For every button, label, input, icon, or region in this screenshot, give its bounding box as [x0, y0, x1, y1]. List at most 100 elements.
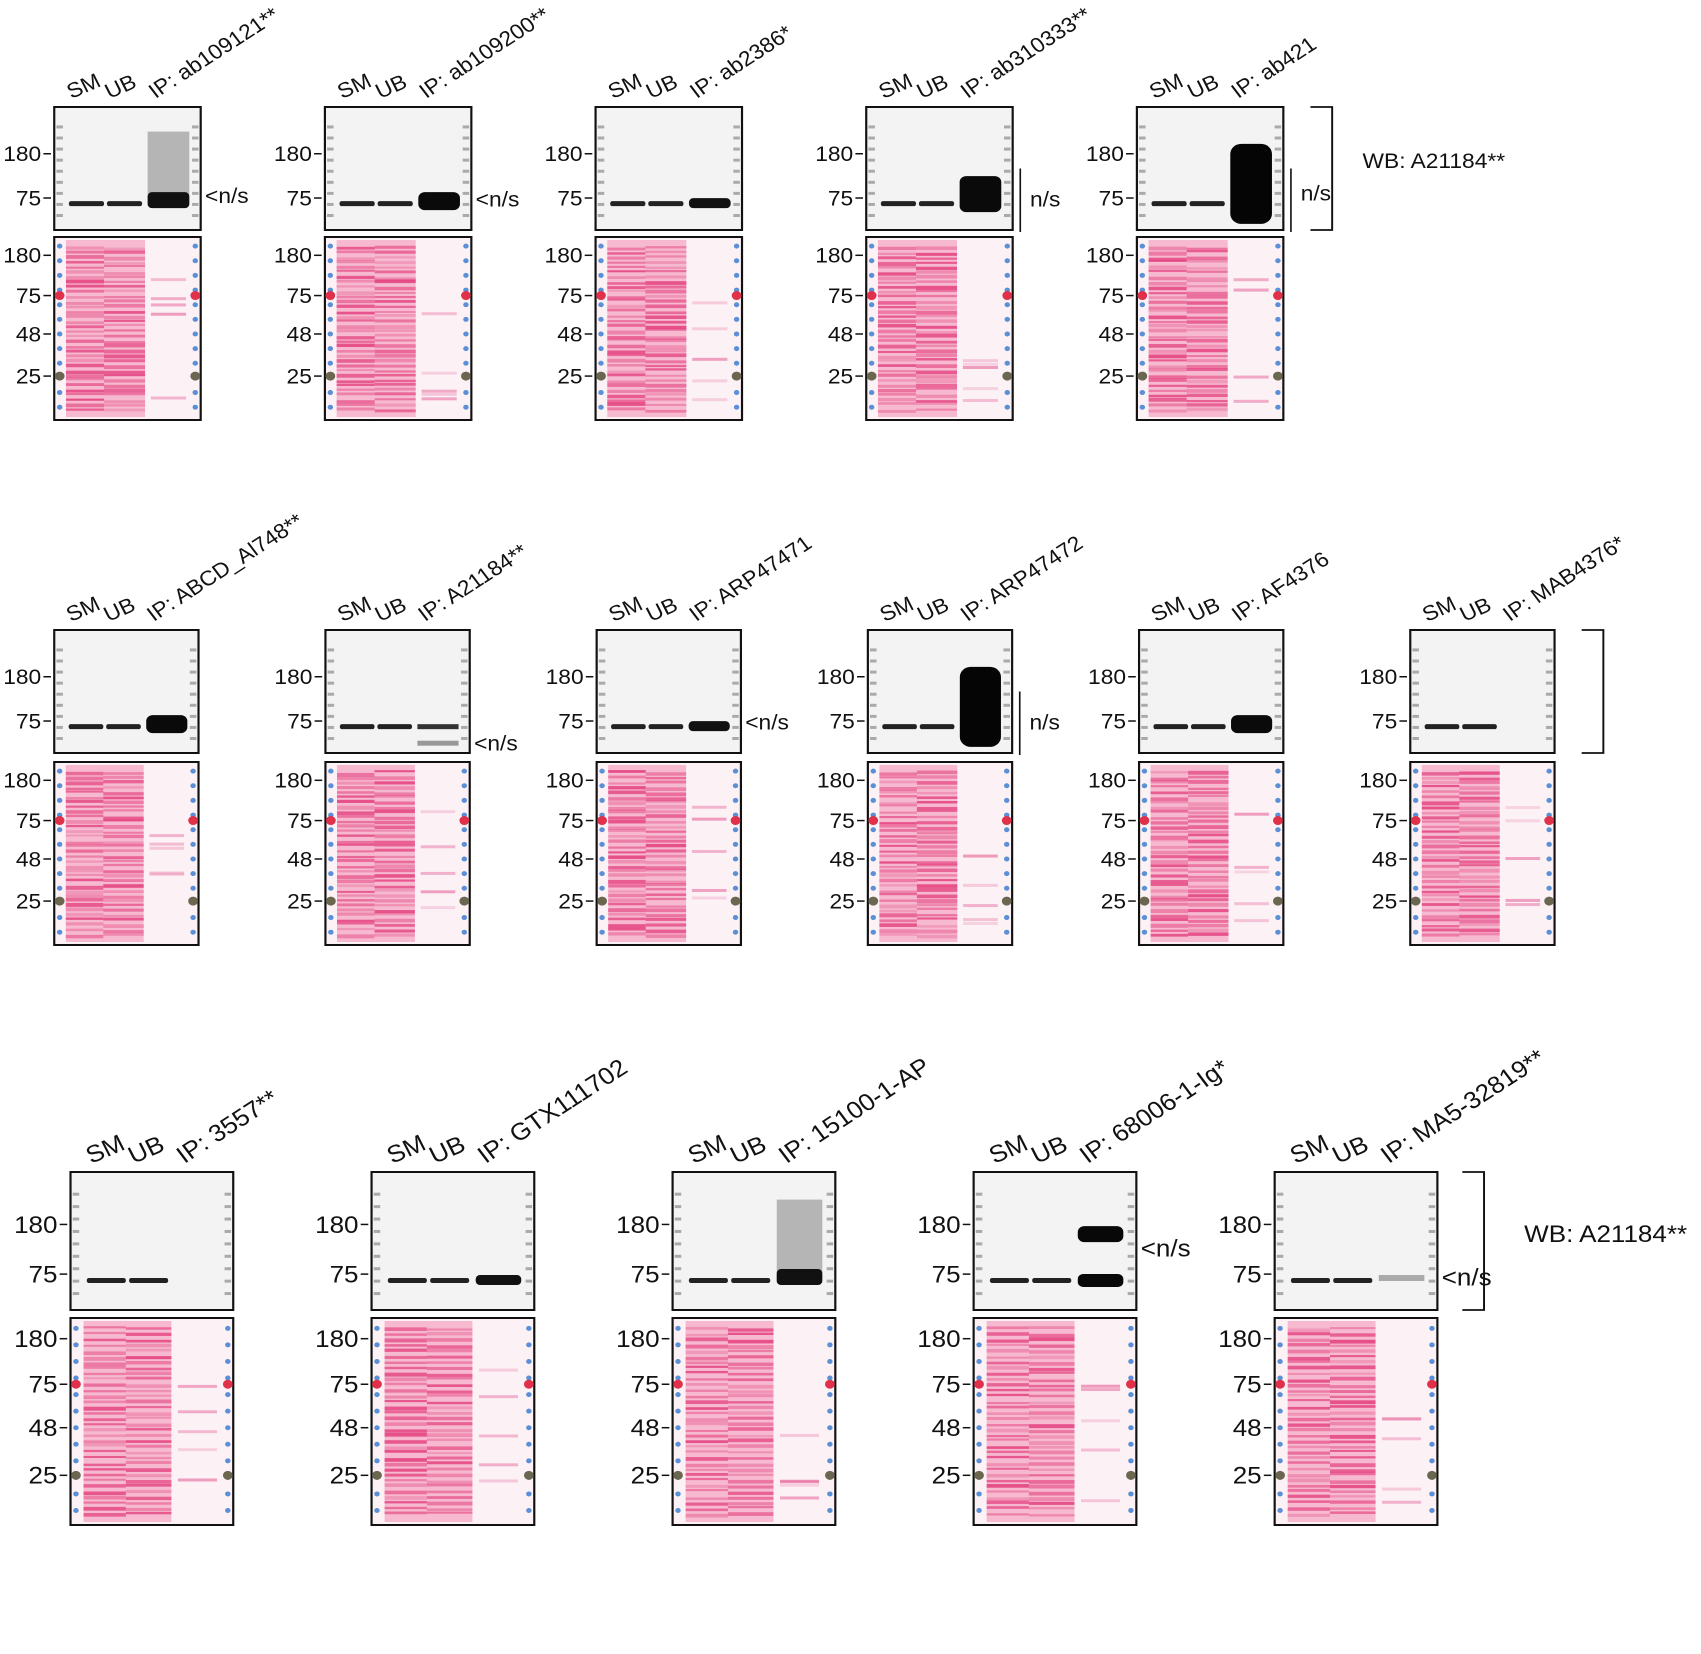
ponceau-band [1233, 278, 1269, 282]
ponceau-band [374, 816, 415, 820]
ladder-dot [526, 1441, 532, 1447]
ponceau-band [1329, 1421, 1376, 1426]
ladder-dot [192, 243, 198, 249]
ponceau-band [65, 334, 107, 337]
wb-band [377, 724, 413, 730]
ladder-band [1274, 180, 1282, 184]
ponceau-band [83, 1383, 130, 1387]
ponceau-band [83, 1338, 130, 1342]
ponceau-band [685, 1502, 732, 1506]
ladder-band [224, 1192, 232, 1196]
ponceau-band [879, 824, 920, 828]
ladder-dot [463, 302, 469, 308]
ladder-dot [374, 1325, 380, 1331]
ponceau-band [1421, 816, 1463, 820]
ladder-dot [190, 827, 196, 833]
ladder-band [192, 191, 199, 195]
ponceau-band [1148, 276, 1190, 281]
ponceau-band [916, 379, 958, 384]
ladder-dot [1139, 346, 1146, 352]
ponceau-band [336, 786, 378, 790]
ponceau-band [1148, 344, 1190, 348]
ponceau-band [607, 344, 649, 349]
ponceau-band [1329, 1365, 1376, 1370]
mw-marker: 48 [287, 847, 312, 871]
ponceau-band [916, 796, 958, 799]
ponceau-band [1148, 300, 1190, 304]
ladder-dot [1004, 272, 1010, 278]
ponceau-band [607, 276, 649, 279]
ponceau-band [336, 340, 378, 343]
ladder-band [1004, 191, 1011, 195]
ladder-dot [374, 1358, 380, 1364]
ponceau-band [1028, 1416, 1075, 1420]
ladder-dot [733, 360, 740, 366]
ponceau-band [727, 1438, 774, 1443]
ladder-dot [976, 1392, 982, 1398]
ladder-dot [327, 360, 334, 366]
ip-label: IP: ABCD_Al748** [142, 508, 309, 626]
ladder-band [826, 1192, 834, 1196]
ponceau-band [1287, 1500, 1334, 1503]
ponceau-band [374, 874, 415, 878]
lane-label: SM [62, 68, 104, 103]
ponceau-band [384, 1422, 431, 1426]
ponceau-band [83, 1478, 130, 1481]
ladder-band [1141, 648, 1148, 652]
ponceau-band [727, 1405, 774, 1410]
mw-marker: 75 [558, 709, 583, 733]
ladder-dot [1004, 404, 1010, 410]
ponceau-band [65, 270, 107, 274]
ponceau-band [177, 1478, 217, 1482]
ponceau-band [607, 282, 649, 285]
ladder-band [1274, 648, 1282, 652]
ponceau-band [916, 375, 958, 379]
ponceau-band [420, 871, 456, 875]
ponceau-band [426, 1348, 473, 1353]
ponceau-band [1329, 1327, 1376, 1330]
ponceau-band [1233, 375, 1269, 379]
mw-marker: 75 [29, 1372, 58, 1399]
ladder-dot [56, 331, 63, 337]
mw-marker: 75 [557, 186, 582, 210]
ponceau-band [125, 1399, 172, 1404]
ponceau-band [879, 816, 920, 819]
ponceau-band [65, 902, 107, 907]
ponceau-band [1188, 902, 1229, 907]
ponceau-band [645, 383, 687, 388]
ponceau-lane [608, 765, 649, 942]
ponceau-band [103, 870, 144, 874]
ponceau-band [103, 825, 144, 829]
ponceau-band [645, 403, 687, 406]
wb-band [1151, 201, 1187, 207]
ponceau-band [478, 1479, 519, 1483]
ponceau-band [1459, 928, 1500, 933]
ponceau-band [1459, 806, 1500, 810]
wb-band [1378, 1275, 1425, 1282]
ponceau-band [1329, 1484, 1376, 1489]
ponceau-band [374, 868, 415, 873]
ladder-band [462, 158, 470, 162]
ladder-dot [461, 871, 468, 877]
ponceau-band [384, 1432, 431, 1437]
ponceau-band [1028, 1411, 1075, 1416]
ladder-dot [675, 1325, 681, 1331]
ponceau-band [374, 806, 415, 811]
ponceau-band [336, 866, 378, 869]
ponceau-band [374, 364, 416, 368]
ponceau-band [986, 1500, 1033, 1505]
ponceau-band [336, 349, 378, 353]
ladder-band [224, 1229, 232, 1233]
wb-band [1153, 724, 1189, 730]
ponceau-band [1287, 1461, 1334, 1464]
ponceau-band [65, 860, 107, 863]
ladder-dot [1546, 827, 1552, 833]
ladder-band [868, 202, 875, 206]
ponceau-band [1421, 919, 1463, 922]
ponceau-band [879, 865, 920, 869]
ladder-dot [1001, 816, 1012, 826]
ponceau-band [1148, 324, 1190, 328]
ponceau-band [1329, 1434, 1376, 1439]
ladder-dot [598, 404, 604, 410]
ladder-band [1003, 659, 1010, 663]
